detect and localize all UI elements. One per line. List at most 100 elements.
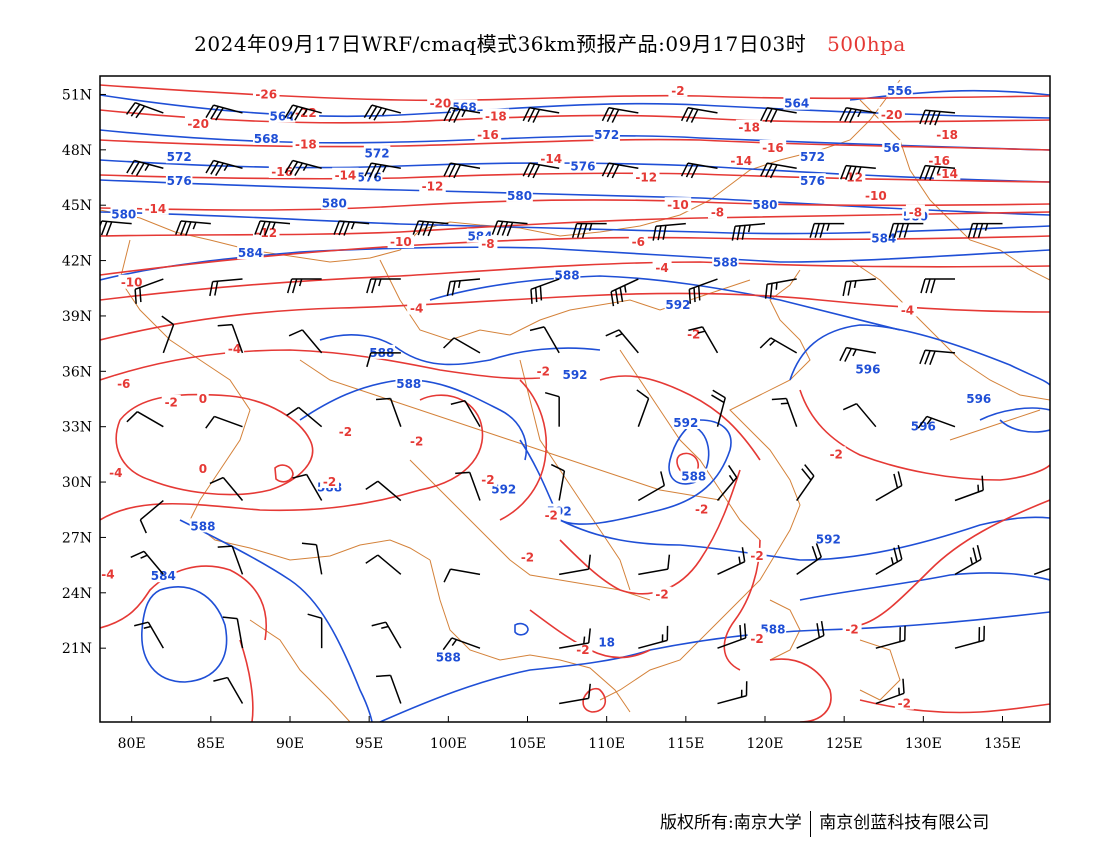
height-label: 572 [594,128,619,142]
wind-barb [371,621,402,649]
contour-label-bg [292,136,320,151]
contour-label-bg [751,197,779,212]
contour-label-bg [320,474,340,489]
contour-label-bg [652,586,672,601]
temperature-contour [100,109,1050,124]
temperature-contour [100,261,1050,301]
wind-barb [680,162,718,179]
wind-barb [443,162,481,179]
contour-label-bg [118,274,145,289]
x-tick-label: 120E [747,736,784,752]
height-label: 588 [555,268,580,282]
contour-label-bg [506,187,533,202]
height-contour [299,379,527,461]
wind-barb [716,465,738,501]
temperature-label: -14 [730,154,752,168]
contour-label-bg [664,296,692,311]
contour-label-bg [692,501,712,516]
wind-barb [288,329,323,354]
wind-barb [366,352,401,368]
wind-barb [919,164,956,181]
wind-barb [638,554,671,576]
contour-label-bg [925,152,953,167]
height-label: 584 [871,231,896,245]
wind-barb [688,278,718,304]
temperature-label: -2 [481,473,494,487]
height-label: 584 [238,246,263,260]
contour-label-bg [197,391,209,405]
contour-label-bg [474,127,502,142]
wind-barb [636,389,650,427]
wind-barb [875,678,905,705]
contour-label-bg [355,169,383,184]
wind-barb [529,326,560,354]
height-label: 576 [167,174,192,188]
wind-barb [759,337,798,354]
x-tick-label: 135E [984,736,1021,752]
contour-label-bg [142,200,169,215]
temperature-label: -20 [187,117,209,131]
wind-barb [442,637,481,651]
temperature-label: -18 [485,110,507,124]
wind-barb [365,480,402,502]
height-label: 596 [966,392,991,406]
wind-barb [286,278,322,294]
contour-label-bg [538,151,565,166]
temperature-label: -20 [430,97,452,111]
height-contour [379,611,1050,722]
temperature-label: -2 [750,549,763,563]
wind-barb [213,676,244,704]
x-tick-label: 105E [509,736,546,752]
temperature-label: -4 [109,466,122,480]
temperature-contour [100,199,1050,211]
temperature-label: -2 [410,434,423,448]
wind-barb [717,623,747,649]
contour-label-bg [197,461,209,476]
wind-barb [967,222,1003,238]
height-label: 592 [562,368,587,382]
y-tick-label: 42N [62,254,92,270]
wind-barb [796,543,822,575]
wind-barb [217,323,244,354]
temperature-contour [859,499,1050,626]
company-text: 南京创蓝科技有限公司 [819,813,990,833]
height-label: 596 [855,362,880,376]
contour-label-bg [184,115,212,130]
temperature-label: -14 [540,152,562,166]
contour-label-bg [114,376,134,391]
contour-label-bg [106,464,126,479]
temperature-label: -8 [909,206,922,220]
wind-barb [688,326,719,354]
height-label: 556 [887,84,912,98]
contour-label-bg [478,235,498,250]
height-contour [319,334,601,366]
temperature-contour [100,349,541,381]
x-tick-label: 100E [430,736,467,752]
contour-label-bg [165,173,193,188]
height-contour [141,586,228,683]
border-line [409,459,651,601]
contour-label-bg [668,82,688,97]
contour-label-bg [100,566,118,581]
wind-barb [222,616,244,649]
contour-label-bg [854,361,882,376]
temperature-label: -2 [655,588,668,602]
temperature-label: -26 [255,87,277,101]
wind-barb [209,476,244,501]
y-tick-label: 48N [62,143,92,159]
height-label: 588 [436,650,461,664]
wind-barb [771,397,798,427]
x-axis: 80E 85E 90E 95E 100E 105E 110E 115E 120E 125E 130E… [118,716,1021,752]
wind-barb [760,106,797,123]
temperature-contour [100,84,1050,102]
y-tick-label: 24N [62,586,92,602]
wind-barb [375,674,402,704]
height-label: 572 [800,150,825,164]
temperature-label: -18 [738,121,760,135]
contour-label-bg [363,145,391,160]
y-axis: 51N 48N 45N 42N 39N 36N 33N 30N 27N 24N 21N [62,87,106,657]
wind-barb [920,278,955,294]
wind-barb [717,547,746,576]
wind-barb [333,220,370,236]
